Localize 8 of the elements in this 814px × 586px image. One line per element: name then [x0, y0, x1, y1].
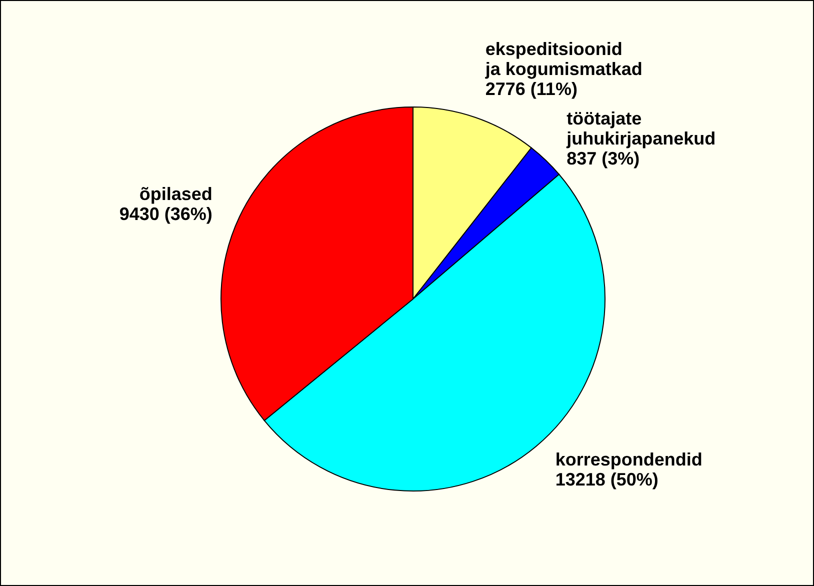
slice-label: ekspeditsioonid ja kogumismatkad	[484, 39, 642, 80]
slice-label: töötajate juhukirjapanekud	[566, 108, 716, 149]
slice-label: õpilased	[139, 184, 212, 204]
data-label: 2776 (11%)	[485, 79, 578, 100]
data-label: 837 (3%)	[566, 148, 640, 169]
slice-label: korrespondendid	[555, 449, 702, 470]
data-label: 13218 (50%)	[555, 469, 658, 490]
data-label: 9430 (36%)	[119, 204, 212, 224]
